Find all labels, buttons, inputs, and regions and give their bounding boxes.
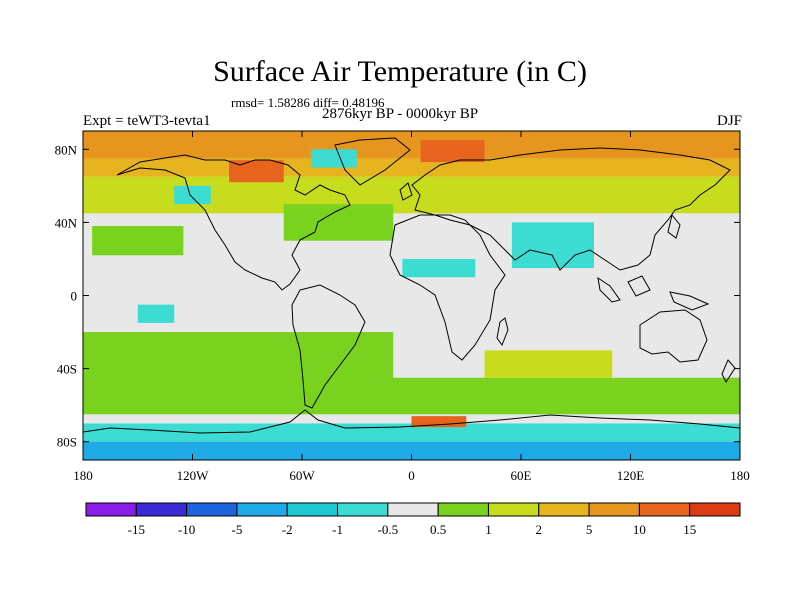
field-region-hudson-hotspot: [229, 160, 284, 183]
plot-area: [82, 130, 741, 461]
colorbar-swatch: [638, 502, 691, 517]
colorbar-swatch: [85, 502, 137, 517]
coastline-madagascar: [496, 317, 509, 347]
field-region-north-pacific-band: [92, 226, 184, 256]
field-region-arctic-margin-warm: [83, 158, 740, 177]
field-region-asia-cool: [511, 222, 594, 269]
colorbar-swatch: [236, 502, 288, 517]
coastline-british-isles: [399, 182, 413, 201]
field-region-sahara-cool: [402, 258, 476, 278]
coastline-south-america: [291, 284, 366, 409]
colorbar-level-label: 5: [586, 522, 593, 537]
field-region-barents-hotspot: [420, 140, 485, 163]
coastline-antarctica: [83, 409, 740, 434]
coastline-australia: [639, 309, 708, 363]
field-region-canada-cool: [174, 185, 211, 205]
period-label: 2876kyr BP - 0000kyr BP: [321, 106, 479, 122]
coastline-greenland: [334, 137, 411, 186]
colorbar-swatch: [588, 502, 640, 517]
colorbar-swatch: [337, 502, 389, 517]
lon-tick-label: 180: [73, 468, 93, 483]
colorbar-swatch: [186, 502, 238, 517]
lon-tick-label: 60W: [289, 468, 315, 483]
colorbar-level-label: -10: [178, 522, 195, 537]
colorbar-level-label: -15: [128, 522, 145, 537]
colorbar-level-label: 15: [683, 522, 696, 537]
field-region-greenland-cool: [311, 149, 357, 168]
lon-tick-label: 180: [730, 468, 750, 483]
latitude-axis: 80N 40N 0 40S 80S: [55, 142, 740, 450]
coastlines: [83, 137, 740, 434]
colorbar-swatch: [437, 502, 489, 517]
field-region-weddell-hotspot: [411, 416, 467, 428]
coastline-borneo: [627, 275, 651, 297]
lat-tick-label: 0: [71, 289, 78, 304]
colorbar-swatch: [487, 502, 540, 517]
season-label: DJF: [716, 113, 742, 129]
colorbar-level-label: 10: [633, 522, 646, 537]
field-region-antarctica-cool: [83, 441, 740, 460]
coastline-new-guinea: [669, 291, 710, 311]
colorbar-swatch: [135, 502, 188, 517]
colorbar-swatch: [387, 502, 439, 517]
colorbar-level-label: 0.5: [430, 522, 446, 537]
plot-title: Surface Air Temperature (in C): [213, 55, 587, 88]
field-region-tropical-pacific-cool: [137, 304, 175, 323]
coastline-sumatra: [597, 276, 621, 303]
lon-tick-label: 120W: [177, 468, 210, 483]
colorbar: -15 -10 -5 -2 -1 -0.5 0.5 1 2 5 10 15: [85, 502, 741, 537]
colorbar-swatch: [689, 502, 741, 517]
lon-tick-label: 120E: [617, 468, 645, 483]
field-region-north-atlantic-band: [283, 204, 394, 241]
lon-tick-label: 0: [408, 468, 415, 483]
colorbar-level-label: -2: [282, 522, 293, 537]
field-region-south-indian-band: [484, 350, 613, 378]
colorbar-level-label: -5: [232, 522, 243, 537]
stats-label: rmsd= 1.58286 diff= 0.48196: [231, 95, 385, 110]
coastline-africa: [389, 214, 506, 361]
coastline-north-america: [116, 154, 351, 291]
colorbar-level-label: 1: [485, 522, 492, 537]
coastline-japan: [667, 213, 681, 239]
lat-tick-label: 40N: [55, 215, 78, 230]
colorbar-swatch: [538, 502, 590, 517]
colorbar-swatch: [286, 502, 339, 517]
field-region-antarctic-margin-cool: [83, 423, 740, 442]
colorbar-level-label: -0.5: [378, 522, 399, 537]
coastline-new-zealand: [721, 359, 736, 384]
colorbar-level-label: 2: [536, 522, 543, 537]
lat-tick-label: 80S: [57, 435, 77, 450]
lat-tick-label: 80N: [55, 142, 78, 157]
colorbar-level-label: -1: [332, 522, 343, 537]
experiment-label: Expt = teWT3-tevta1: [83, 113, 211, 129]
lon-tick-label: 60E: [511, 468, 532, 483]
longitude-axis: 180 120W 60W 0 60E 120E 180: [73, 131, 750, 483]
field-region-southern-ocean-band: [83, 377, 740, 415]
lat-tick-label: 40S: [57, 362, 77, 377]
